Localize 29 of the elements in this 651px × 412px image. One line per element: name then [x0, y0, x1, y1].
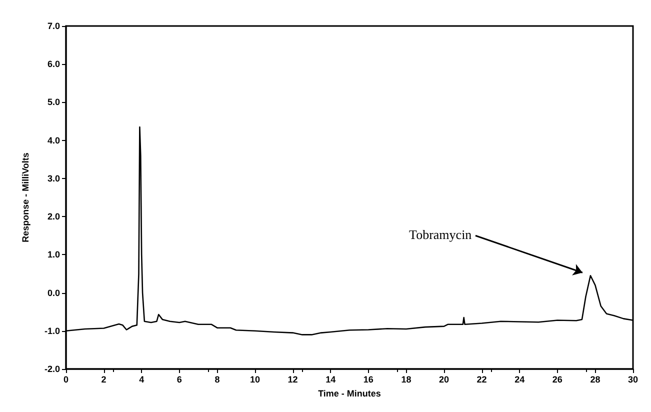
y-tick-label: 6.0	[47, 59, 60, 70]
x-tick-label: 6	[176, 374, 182, 384]
y-tick-label: 3.0	[47, 173, 60, 184]
x-tick-label: 22	[476, 374, 487, 384]
x-tick-label: 2	[101, 374, 106, 384]
y-tick-label: 4.0	[47, 135, 60, 146]
y-tick-label: 1.0	[47, 250, 60, 260]
x-tick-label: 18	[401, 374, 412, 384]
x-tick-label: 30	[628, 374, 638, 384]
x-tick-label: 24	[514, 374, 525, 384]
x-tick-label: 10	[250, 374, 260, 384]
x-tick-label: 28	[590, 374, 600, 384]
y-tick-label: 2.0	[47, 212, 60, 222]
y-axis-title: Response - MilliVolts	[20, 152, 30, 242]
y-tick-label: -1.0	[44, 326, 60, 336]
y-tick-label: 5.0	[47, 97, 60, 108]
x-tick-label: 0	[63, 374, 69, 384]
x-tick-label: 20	[438, 374, 450, 384]
x-tick-label: 12	[288, 374, 298, 384]
x-tick-label: 16	[363, 374, 374, 384]
x-tick-label: 14	[326, 374, 336, 384]
y-tick-label: -2.0	[44, 364, 60, 374]
annotation: Tobramycin	[409, 226, 472, 242]
x-tick-label: 26	[552, 374, 562, 384]
y-tick-label: 7.0	[47, 21, 60, 31]
x-axis-title: Time - Minutes	[318, 388, 381, 398]
x-tick-label: 8	[214, 374, 220, 384]
x-tick-label: 4	[139, 374, 144, 384]
y-tick-label: 0.0	[47, 288, 60, 298]
